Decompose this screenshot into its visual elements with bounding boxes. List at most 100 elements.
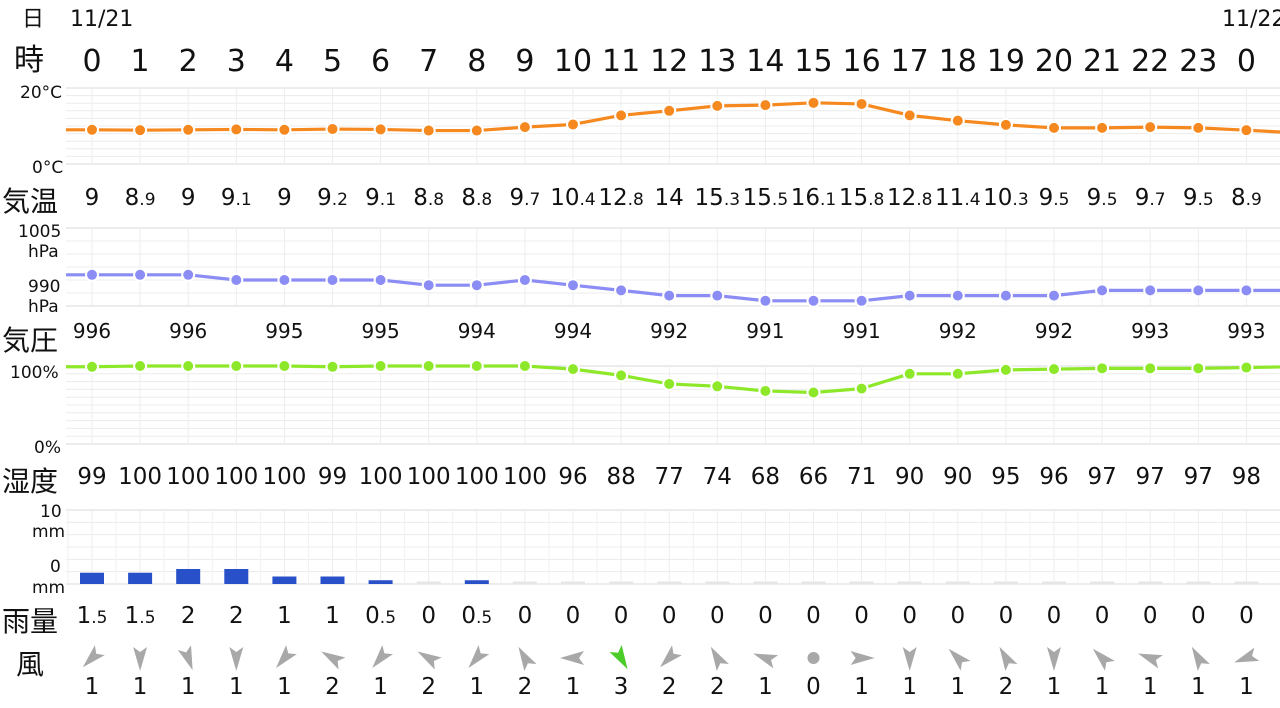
humidity-point bbox=[854, 381, 869, 396]
humidity-value: 68 bbox=[751, 464, 780, 490]
rain-value: 1 bbox=[325, 603, 340, 629]
rain-bar bbox=[753, 581, 778, 584]
rain-value: 0 bbox=[421, 603, 436, 629]
humidity-point bbox=[325, 359, 340, 374]
humidity-value: 100 bbox=[503, 464, 547, 490]
wind-speed: 1 bbox=[1239, 674, 1254, 700]
humidity-point bbox=[758, 383, 773, 398]
hour-tick: 12 bbox=[650, 44, 688, 79]
wind-speed: 1 bbox=[1143, 674, 1158, 700]
humidity-point bbox=[373, 359, 388, 373]
rain-value: 0 bbox=[1191, 603, 1206, 629]
humidity-label: 湿度 bbox=[2, 465, 58, 498]
rain-bar bbox=[80, 572, 104, 584]
pressure-value: 995 bbox=[265, 319, 303, 343]
rain-bar bbox=[657, 581, 682, 584]
rain-bar bbox=[1186, 581, 1211, 584]
humidity-point bbox=[181, 359, 196, 373]
rain-bar bbox=[176, 569, 201, 584]
hour-row: 0 1 2 3 4 5 6 7 8 9 10 11 12 13 14 15 16 17 18 19 20 21 22 23 0 bbox=[82, 44, 1255, 79]
wind-calm-icon bbox=[807, 652, 820, 664]
date-next: 11/22 bbox=[1222, 7, 1280, 32]
humidity-value: 100 bbox=[262, 464, 306, 490]
humidity-value: 66 bbox=[799, 464, 828, 490]
pressure-value: 995 bbox=[362, 319, 400, 343]
temp-point bbox=[1191, 120, 1206, 135]
hour-tick: 6 bbox=[371, 44, 390, 79]
hour-tick: 0 bbox=[1237, 44, 1256, 79]
humidity-value: 90 bbox=[895, 464, 924, 490]
wind-arrow-icon bbox=[82, 645, 105, 668]
wind-arrow-icon bbox=[417, 651, 442, 670]
pressure-point bbox=[806, 293, 821, 308]
hour-tick: 17 bbox=[891, 44, 929, 79]
wind-arrow-icon bbox=[276, 645, 297, 668]
hour-tick: 11 bbox=[602, 44, 640, 79]
rain-bar bbox=[1090, 581, 1115, 584]
pressure-point bbox=[1239, 283, 1254, 298]
rain-value: 0 bbox=[902, 603, 917, 629]
humidity-point bbox=[1095, 361, 1110, 376]
rain-label: 雨量 bbox=[2, 605, 58, 638]
hour-tick: 2 bbox=[179, 44, 198, 79]
temp-value: 9.7 bbox=[1135, 185, 1166, 211]
temp-point bbox=[85, 122, 99, 137]
pressure-value: 994 bbox=[458, 319, 496, 343]
rain-value: 0 bbox=[950, 603, 965, 629]
temp-point bbox=[421, 123, 436, 138]
temp-value: 9 bbox=[181, 185, 196, 211]
rain-values: 1.5 1.5 2 2 1 1 0.5 0 0.5 0 0 0 0 0 0 0 0 0 0 0 0 0 0 0 0 bbox=[77, 603, 1254, 629]
humidity-value: 96 bbox=[1039, 464, 1068, 490]
rain-value: 1 bbox=[277, 603, 292, 629]
pressure-point bbox=[517, 273, 532, 287]
pressure-point bbox=[854, 293, 869, 308]
pressure-point bbox=[710, 288, 725, 303]
hour-tick: 9 bbox=[515, 44, 534, 79]
rain-value: 2 bbox=[229, 603, 244, 629]
humidity-point bbox=[566, 362, 580, 377]
hour-tick: 19 bbox=[987, 44, 1025, 79]
temp-point bbox=[181, 122, 196, 137]
hour-tick: 0 bbox=[82, 44, 101, 79]
humidity-value: 98 bbox=[1232, 464, 1261, 490]
temp-value: 9.5 bbox=[1183, 185, 1214, 211]
humidity-value: 95 bbox=[991, 464, 1020, 490]
pressure-point bbox=[229, 273, 244, 287]
hour-tick: 18 bbox=[939, 44, 977, 79]
humidity-value: 88 bbox=[606, 464, 635, 490]
rain-bar bbox=[801, 581, 826, 584]
humidity-point bbox=[710, 379, 725, 394]
pressure-point bbox=[181, 267, 196, 282]
humidity-value: 90 bbox=[943, 464, 972, 490]
rain-value: 0 bbox=[614, 603, 629, 629]
rain-value: 0.5 bbox=[365, 603, 396, 629]
rain-bar bbox=[993, 581, 1018, 584]
pres-axis-top-unit: hPa bbox=[28, 242, 59, 262]
pressure-values: 996 996 995 995 994 994 992 991 991 992 992 993 993 bbox=[73, 319, 1266, 343]
pressure-series bbox=[66, 267, 1280, 308]
wind-speed: 1 bbox=[1095, 674, 1110, 700]
rain-bar bbox=[897, 581, 922, 584]
humidity-value: 100 bbox=[118, 464, 162, 490]
pressure-point bbox=[1095, 283, 1110, 298]
wind-speed: 1 bbox=[181, 674, 196, 700]
pres-axis-top: 1005 bbox=[18, 222, 61, 242]
wind-arrow-icon bbox=[518, 646, 537, 672]
rain-bars bbox=[80, 569, 1259, 584]
wind-speed: 1 bbox=[277, 674, 292, 700]
wind-arrow-icon bbox=[999, 646, 1018, 672]
rain-value: 0 bbox=[566, 603, 581, 629]
wind-speed: 0 bbox=[806, 674, 821, 700]
humidity-value: 71 bbox=[847, 464, 876, 490]
rain-value: 0 bbox=[854, 603, 869, 629]
wind-speed: 2 bbox=[421, 674, 436, 700]
temp-point bbox=[998, 117, 1013, 132]
temp-point bbox=[1095, 120, 1110, 135]
hour-tick: 7 bbox=[419, 44, 438, 79]
humidity-point bbox=[1047, 362, 1061, 377]
wind-arrow-icon bbox=[1092, 648, 1115, 671]
rain-bar bbox=[609, 581, 634, 584]
wind-arrow-icon bbox=[177, 645, 193, 671]
pressure-point bbox=[566, 278, 580, 293]
humidity-value: 77 bbox=[655, 464, 684, 490]
